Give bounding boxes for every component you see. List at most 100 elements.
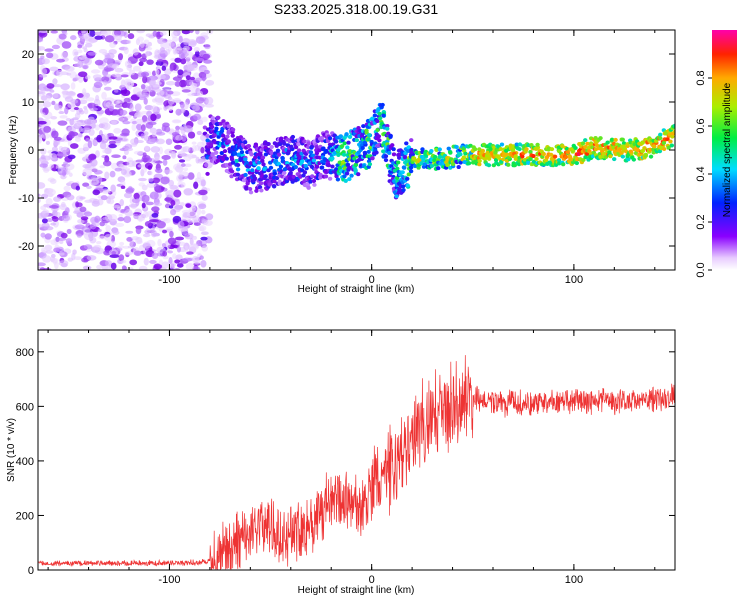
spectrogram-signal-blob	[419, 161, 424, 166]
spectrogram-signal-blob	[458, 152, 463, 157]
spectrogram-noise-blob	[78, 55, 87, 60]
spectrogram-signal-blob	[366, 133, 372, 138]
spectrogram-noise-blob	[173, 267, 181, 270]
spectrogram-noise-blob	[64, 96, 74, 103]
colorbar: 0.0 0.2 0.4 0.6 0.8 Normalized spectral ampl…	[695, 30, 737, 278]
spectrogram-noise-blob	[159, 31, 167, 36]
spectrogram-noise-blob	[193, 259, 201, 265]
spectrogram-noise-blob	[131, 123, 137, 132]
spectrogram-signal-blob	[306, 141, 311, 146]
spectrogram-signal-blob	[257, 185, 263, 190]
spectrogram-signal-blob	[361, 124, 366, 129]
spectrogram-signal-blob	[242, 140, 248, 145]
spectrogram-noise-blob	[106, 74, 112, 78]
spectrogram-signal-blob	[321, 146, 326, 151]
spectrogram-noise-blob	[167, 237, 177, 245]
spectrogram-noise-blob	[129, 259, 138, 266]
spectrogram-signal-blob	[213, 150, 219, 155]
spectrogram-noise-blob	[161, 261, 170, 269]
spectrogram-noise-blob	[177, 69, 184, 76]
spectrogram-noise-blob	[46, 52, 54, 59]
spectrogram-noise-blob	[151, 98, 157, 103]
spectrogram-noise-blob	[187, 131, 196, 139]
spectrogram-signal-blob	[640, 140, 645, 145]
spectrogram-signal-blob	[221, 144, 226, 149]
spectrogram-signal-blob	[585, 141, 590, 146]
spectrogram-signal-blob	[272, 171, 278, 176]
spectrogram-signal-blob	[319, 165, 325, 170]
spectrogram-signal-blob	[434, 148, 439, 153]
spectrogram-noise-blob	[137, 36, 144, 42]
spectrogram-noise-blob	[184, 51, 194, 59]
spectrogram-noise-blob	[40, 147, 47, 155]
spectrogram-noise-blob	[90, 69, 101, 74]
spectrogram-signal-blob	[421, 157, 426, 162]
spectrogram-signal-blob	[383, 154, 389, 159]
spectrogram-signal-blob	[244, 160, 250, 165]
spectrogram-noise-blob	[95, 94, 100, 102]
spectrogram-noise-blob	[120, 89, 131, 97]
spectrogram-noise-blob	[100, 30, 108, 37]
spectrogram-noise-blob	[78, 71, 88, 78]
spectrogram-signal-blob	[261, 162, 266, 167]
spectrogram-signal-blob	[342, 174, 347, 179]
spectrogram-signal-blob	[380, 102, 385, 107]
spectrogram-noise-blob	[65, 163, 75, 171]
spectrogram-noise-blob	[120, 259, 127, 264]
spectrogram-noise-blob	[49, 89, 55, 93]
spectrogram-signal-blob	[406, 172, 411, 177]
spectrogram-noise-blob	[152, 177, 161, 184]
spectrogram-signal-blob	[269, 144, 274, 149]
spectrogram-signal-blob	[598, 136, 603, 141]
spectrogram-signal-blob	[362, 140, 368, 145]
spectrogram-signal-blob	[337, 165, 343, 170]
spectrogram-signal-blob	[449, 157, 454, 162]
spectrogram-noise-blob	[143, 257, 149, 266]
spectrogram-noise-blob	[74, 51, 79, 56]
spectrogram-noise-blob	[97, 228, 102, 233]
spectrogram-noise-blob	[110, 184, 116, 193]
spectrogram-noise-blob	[185, 262, 195, 270]
spectrogram-noise-blob	[109, 254, 120, 259]
spectrogram-noise-blob	[108, 143, 117, 149]
spectrogram-noise-blob	[70, 82, 76, 90]
spectrogram-noise-blob	[119, 241, 125, 246]
spectrogram-signal-blob	[323, 174, 329, 179]
spectrogram-noise-blob	[165, 81, 176, 86]
spectrogram-noise-blob	[149, 129, 158, 134]
spectrogram-noise-blob	[93, 81, 103, 89]
spectrogram-signal-blob	[394, 194, 399, 199]
spectrogram-noise-blob	[45, 250, 54, 254]
snr-y-tick-label: 200	[16, 510, 34, 522]
spectrogram-noise-blob	[94, 124, 100, 131]
spectrogram-noise-blob	[151, 206, 160, 213]
spectrogram-noise-blob	[117, 216, 125, 222]
spectrogram-noise-blob	[62, 169, 67, 177]
spectrogram-noise-blob	[198, 189, 208, 196]
spectrogram-noise-blob	[123, 266, 128, 270]
spectrogram-signal-blob	[244, 186, 249, 191]
spectrogram-noise-blob	[123, 116, 129, 124]
spectrogram-signal-blob	[276, 152, 282, 157]
spectrogram-noise-blob	[184, 245, 189, 253]
spectrogram-noise-blob	[141, 194, 150, 203]
spectrogram-signal-blob	[209, 124, 215, 129]
spectrogram-signal-blob	[230, 133, 235, 138]
spectrogram-signal-blob	[258, 181, 264, 186]
spectrogram-signal-blob	[643, 152, 649, 157]
spectrogram-noise-blob	[94, 35, 103, 40]
spectrogram-noise-blob	[87, 175, 93, 180]
spectrogram-noise-blob	[138, 214, 143, 221]
spectrogram-noise-blob	[173, 163, 183, 171]
spectrogram-noise-blob	[183, 167, 189, 172]
spectrogram-noise-blob	[42, 255, 52, 263]
spectrogram-noise-blob	[148, 79, 157, 86]
spectrogram-noise-blob	[117, 53, 124, 61]
spectrogram-noise-blob	[141, 157, 150, 162]
spec-x-tick-label: 100	[565, 274, 583, 286]
spectrogram-noise-blob	[196, 130, 202, 136]
snr-series-line	[38, 355, 675, 570]
spectrogram-noise-blob	[104, 266, 111, 270]
spectrogram-noise-blob	[203, 69, 210, 75]
spectrogram-noise-blob	[79, 206, 87, 213]
